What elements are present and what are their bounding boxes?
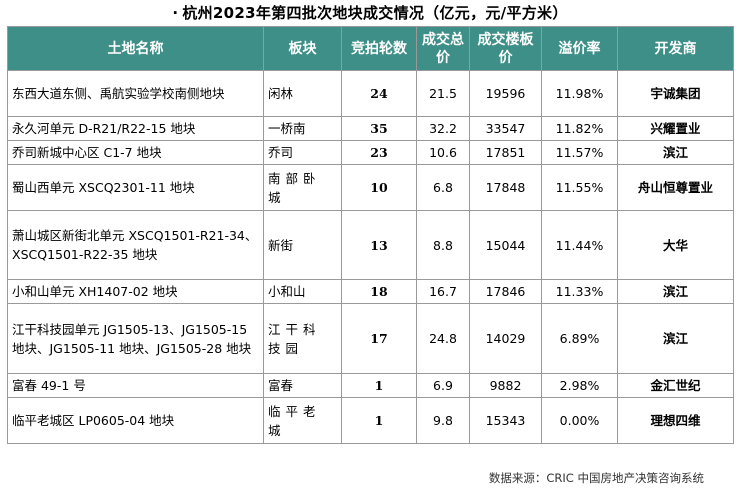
rounds-cell: 1 (341, 373, 417, 398)
table-row: 东西大道东侧、禹航实验学校南侧地块 闲林 24 21.5 19596 11.98… (7, 70, 734, 117)
table-row: 萧山城区新街北单元 XSCQ1501-R21-34、XSCQ1501-R22-3… (7, 210, 734, 280)
floor-price-cell: 9882 (469, 373, 542, 398)
land-name-cell: 萧山城区新街北单元 XSCQ1501-R21-34、XSCQ1501-R22-3… (7, 210, 264, 280)
total-price-cell: 9.8 (416, 397, 470, 444)
table-row: 江干科技园单元 JG1505-13、JG1505-15 地块、JG1505-11… (7, 303, 734, 374)
total-price-cell: 32.2 (416, 116, 470, 141)
floor-price-cell: 15044 (469, 210, 542, 280)
premium-rate-cell: 0.00% (541, 397, 618, 444)
total-price-cell: 6.9 (416, 373, 470, 398)
floor-price-cell: 33547 (469, 116, 542, 141)
floor-price-cell: 19596 (469, 70, 542, 117)
land-name-cell: 乔司新城中心区 C1-7 地块 (7, 140, 264, 165)
land-deals-table: 土地名称 板块 竞拍轮数 成交总价 成交楼板价 溢价率 开发商 东西大道东侧、禹… (7, 26, 734, 444)
header-developer: 开发商 (617, 26, 734, 71)
total-price-cell: 24.8 (416, 303, 470, 374)
rounds-cell: 10 (341, 164, 417, 211)
source-note: 数据来源：CRIC 中国房地产决策咨询系统 (488, 471, 704, 485)
table-row: 乔司新城中心区 C1-7 地块 乔司 23 10.6 17851 11.57% … (7, 140, 734, 165)
block-cell: 南部卧城 (263, 164, 342, 211)
block-cell: 闲林 (263, 70, 342, 117)
header-block: 板块 (263, 26, 342, 71)
block-cell: 临平老城 (263, 397, 342, 444)
table-row: 蜀山西单元 XSCQ2301-11 地块 南部卧城 10 6.8 17848 1… (7, 164, 734, 211)
header-premium-rate: 溢价率 (541, 26, 618, 71)
floor-price-cell: 17848 (469, 164, 542, 211)
total-price-cell: 21.5 (416, 70, 470, 117)
rounds-cell: 24 (341, 70, 417, 117)
land-name-cell: 东西大道东侧、禹航实验学校南侧地块 (7, 70, 264, 117)
table-row: 小和山单元 XH1407-02 地块 小和山 18 16.7 17846 11.… (7, 279, 734, 304)
table-row: 临平老城区 LP0605-04 地块 临平老城 1 9.8 15343 0.00… (7, 397, 734, 444)
block-cell: 富春 (263, 373, 342, 398)
developer-cell: 金汇世纪 (617, 373, 734, 398)
total-price-cell: 10.6 (416, 140, 470, 165)
developer-cell: 滨江 (617, 303, 734, 374)
total-price-cell: 6.8 (416, 164, 470, 211)
rounds-cell: 35 (341, 116, 417, 141)
title-text: 杭州2023年第四批次地块成交情况（亿元，元/平方米） (182, 4, 568, 22)
floor-price-cell: 17851 (469, 140, 542, 165)
developer-cell: 滨江 (617, 279, 734, 304)
block-cell: 一桥南 (263, 116, 342, 141)
premium-rate-cell: 11.82% (541, 116, 618, 141)
premium-rate-cell: 11.44% (541, 210, 618, 280)
block-cell: 新街 (263, 210, 342, 280)
total-price-cell: 8.8 (416, 210, 470, 280)
land-name-cell: 蜀山西单元 XSCQ2301-11 地块 (7, 164, 264, 211)
premium-rate-cell: 6.89% (541, 303, 618, 374)
table-title: · 杭州2023年第四批次地块成交情况（亿元，元/平方米） (0, 2, 740, 23)
rounds-cell: 18 (341, 279, 417, 304)
floor-price-cell: 17846 (469, 279, 542, 304)
title-dot: · (172, 4, 179, 22)
developer-cell: 大华 (617, 210, 734, 280)
land-name-cell: 小和山单元 XH1407-02 地块 (7, 279, 264, 304)
land-name-cell: 富春 49-1 号 (7, 373, 264, 398)
developer-cell: 舟山恒尊置业 (617, 164, 734, 211)
land-name-cell: 永久河单元 D-R21/R22-15 地块 (7, 116, 264, 141)
premium-rate-cell: 2.98% (541, 373, 618, 398)
developer-cell: 滨江 (617, 140, 734, 165)
floor-price-cell: 14029 (469, 303, 542, 374)
header-land-name: 土地名称 (7, 26, 264, 71)
block-cell: 江干科技园 (263, 303, 342, 374)
rounds-cell: 13 (341, 210, 417, 280)
header-total-price: 成交总价 (416, 26, 470, 71)
floor-price-cell: 15343 (469, 397, 542, 444)
table-row: 富春 49-1 号 富春 1 6.9 9882 2.98% 金汇世纪 (7, 373, 734, 398)
rounds-cell: 23 (341, 140, 417, 165)
developer-cell: 理想四维 (617, 397, 734, 444)
header-floor-price: 成交楼板价 (469, 26, 542, 71)
block-cell: 小和山 (263, 279, 342, 304)
developer-cell: 宇诚集团 (617, 70, 734, 117)
rounds-cell: 1 (341, 397, 417, 444)
table-row: 永久河单元 D-R21/R22-15 地块 一桥南 35 32.2 33547 … (7, 116, 734, 141)
premium-rate-cell: 11.33% (541, 279, 618, 304)
premium-rate-cell: 11.57% (541, 140, 618, 165)
total-price-cell: 16.7 (416, 279, 470, 304)
premium-rate-cell: 11.98% (541, 70, 618, 117)
header-row: 土地名称 板块 竞拍轮数 成交总价 成交楼板价 溢价率 开发商 (7, 26, 734, 71)
rounds-cell: 17 (341, 303, 417, 374)
header-rounds: 竞拍轮数 (341, 26, 417, 71)
land-name-cell: 临平老城区 LP0605-04 地块 (7, 397, 264, 444)
block-cell: 乔司 (263, 140, 342, 165)
developer-cell: 兴耀置业 (617, 116, 734, 141)
land-name-cell: 江干科技园单元 JG1505-13、JG1505-15 地块、JG1505-11… (7, 303, 264, 374)
premium-rate-cell: 11.55% (541, 164, 618, 211)
